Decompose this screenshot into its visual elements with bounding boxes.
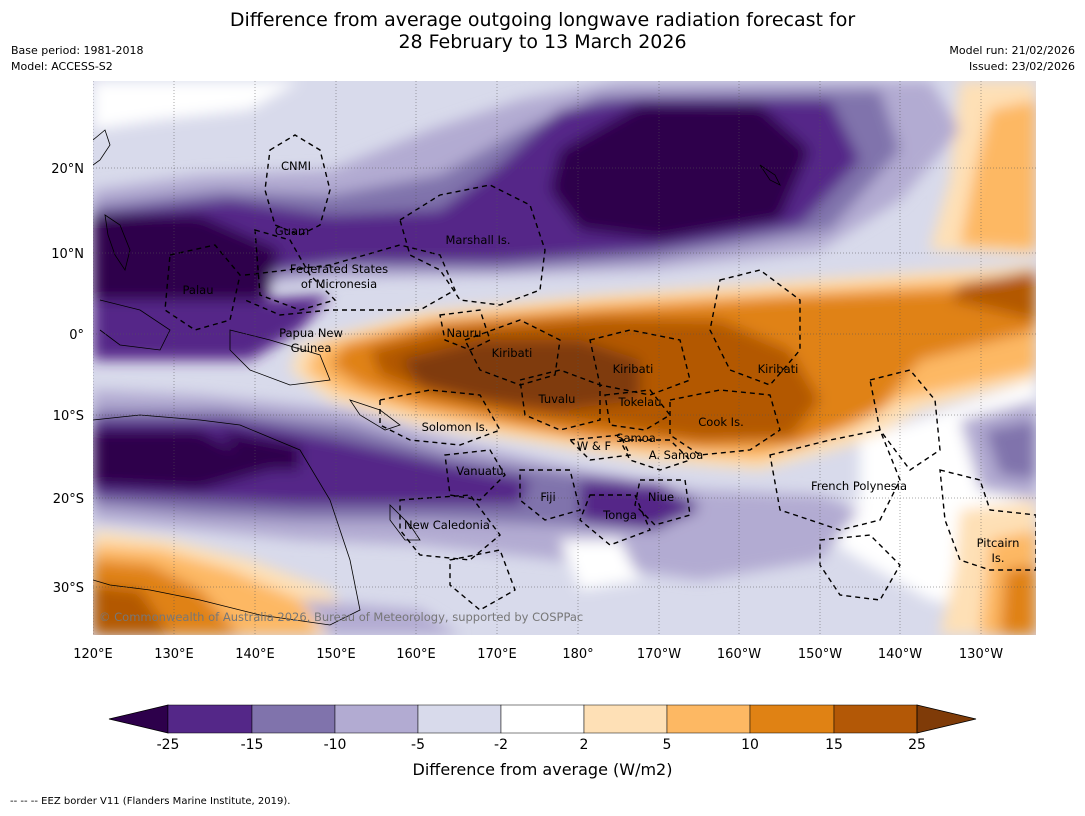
region-label-american-samoa: A. Samoa <box>649 448 704 462</box>
region-label-solomon: Solomon Is. <box>422 420 489 434</box>
map-title-line1: Difference from average outgoing longwav… <box>229 9 856 31</box>
lon-label: 170°E <box>477 647 517 662</box>
colorbar-low-arrow <box>108 704 169 734</box>
colorbar <box>108 704 977 734</box>
base-period: Base period: 1981-2018 <box>11 44 144 57</box>
lon-label: 120°E <box>73 647 113 662</box>
region-label-samoa: Samoa <box>616 431 656 445</box>
model-run: Model run: 21/02/2026 <box>949 44 1075 57</box>
meta-left: Base period: 1981-2018 Model: ACCESS-S2 <box>11 43 143 75</box>
lon-label: 170°W <box>637 647 681 662</box>
coastlines <box>93 129 781 626</box>
lon-label: 140°E <box>235 647 275 662</box>
lon-label: 180° <box>562 647 593 662</box>
region-label-cook: Cook Is. <box>698 415 743 429</box>
lat-label: 20°S <box>53 492 84 507</box>
copyright-note: © Commonwealth of Australia 2026, Bureau… <box>99 610 583 624</box>
region-label-french-polynesia: French Polynesia <box>811 479 907 493</box>
colorbar-segment <box>666 704 751 734</box>
lon-label: 140°W <box>878 647 922 662</box>
colorbar-tick: 5 <box>662 737 672 753</box>
colorbar-tick: 2 <box>579 737 589 753</box>
region-labels: CNMI Guam Marshall Is. Federated States … <box>183 159 1020 565</box>
region-label-pitcairn-line2: Is. <box>991 551 1004 565</box>
model-name: Model: ACCESS-S2 <box>11 60 113 73</box>
lon-label: 160°W <box>717 647 761 662</box>
meta-right: Model run: 21/02/2026 Issued: 23/02/2026 <box>949 43 1075 75</box>
lat-label: 10°N <box>51 247 84 262</box>
eez-footnote: -- -- -- EEZ border V11 (Flanders Marine… <box>10 796 291 807</box>
region-label-kiribati-west: Kiribati <box>492 346 533 360</box>
region-label-kiribati-east: Kiribati <box>758 362 799 376</box>
issued-date: Issued: 23/02/2026 <box>968 60 1075 73</box>
colorbar-segment <box>833 704 918 734</box>
region-label-guam: Guam <box>275 224 309 238</box>
map-title-line2: 28 February to 13 March 2026 <box>398 31 687 53</box>
colorbar-tick: 25 <box>908 737 926 753</box>
region-label-fsm-line2: of Micronesia <box>301 277 377 291</box>
lon-label: 130°E <box>154 647 194 662</box>
lon-label: 130°W <box>959 647 1003 662</box>
region-label-tuvalu: Tuvalu <box>538 392 576 406</box>
region-label-fiji: Fiji <box>540 490 555 504</box>
lon-label: 150°W <box>798 647 842 662</box>
axis-labels: 120°E 130°E 140°E 150°E 160°E 170°E 180°… <box>51 162 1003 662</box>
colorbar-tick: -15 <box>240 737 264 753</box>
lon-label: 160°E <box>396 647 436 662</box>
colorbar-tick: 10 <box>741 737 759 753</box>
colorbar-tick: -25 <box>156 737 180 753</box>
lat-label: 30°S <box>53 581 84 596</box>
colorbar-segment <box>167 704 253 734</box>
colorbar-segment <box>500 704 585 734</box>
region-label-png-line1: Papua New <box>279 326 343 340</box>
lat-label: 10°S <box>53 409 84 424</box>
region-label-tonga: Tonga <box>602 508 637 522</box>
graticule <box>93 81 1036 635</box>
region-label-tokelau: Tokelau <box>618 395 662 409</box>
colorbar-tick: -2 <box>494 737 508 753</box>
colorbar-tick: 15 <box>825 737 843 753</box>
colorbar-title: Difference from average (W/m2) <box>412 760 673 779</box>
region-label-marshall: Marshall Is. <box>445 233 510 247</box>
region-label-kiribati-central: Kiribati <box>613 362 654 376</box>
colorbar-segment <box>417 704 502 734</box>
region-label-nauru: Nauru <box>447 326 482 340</box>
region-label-palau: Palau <box>183 283 214 297</box>
olr-anomaly-field: CNMI Guam Marshall Is. Federated States … <box>93 81 1036 635</box>
lat-label: 0° <box>69 328 84 343</box>
region-label-cnmi: CNMI <box>281 159 311 173</box>
colorbar-segment <box>749 704 835 734</box>
colorbar-high-arrow <box>916 704 977 734</box>
colorbar-tick: -10 <box>323 737 347 753</box>
lat-label: 20°N <box>51 162 84 177</box>
colorbar-tick: -5 <box>411 737 425 753</box>
region-label-vanuatu: Vanuatu <box>456 464 503 478</box>
region-label-niue: Niue <box>648 490 674 504</box>
colorbar-segment <box>583 704 668 734</box>
region-label-pitcairn-line1: Pitcairn <box>977 536 1020 550</box>
region-label-fsm-line1: Federated States <box>290 262 388 276</box>
lon-label: 150°E <box>316 647 356 662</box>
colorbar-segment <box>334 704 419 734</box>
region-label-png-line2: Guinea <box>291 341 332 355</box>
colorbar-segment <box>251 704 336 734</box>
region-label-new-caledonia: New Caledonia <box>404 518 490 532</box>
region-label-wallis-futuna: W & F <box>577 439 611 453</box>
